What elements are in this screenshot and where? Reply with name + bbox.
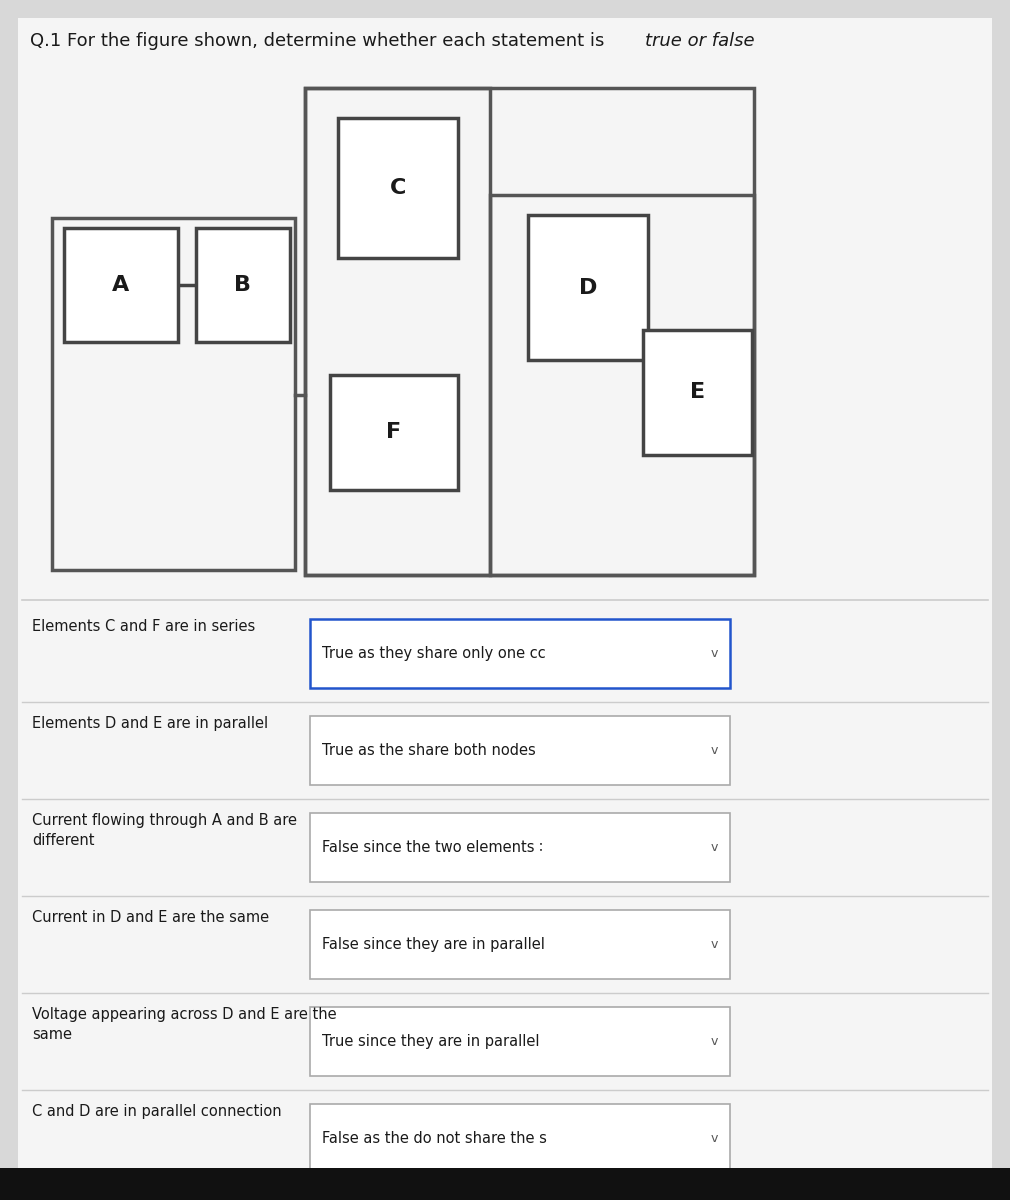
Text: Current in D and E are the same: Current in D and E are the same (32, 910, 269, 925)
Text: True since they are in parallel: True since they are in parallel (322, 1034, 539, 1049)
Bar (643, 330, 752, 455)
Text: v: v (710, 744, 718, 757)
Text: Current flowing through A and B are
different: Current flowing through A and B are diff… (32, 814, 297, 847)
Text: F: F (387, 422, 402, 443)
Bar (310, 1007, 730, 1076)
Text: v: v (710, 1132, 718, 1145)
Text: true or false: true or false (645, 32, 754, 50)
Bar (0, 1168, 1010, 1200)
Text: D: D (579, 277, 597, 298)
Text: False since they are in parallel: False since they are in parallel (322, 937, 544, 952)
Text: v: v (710, 1034, 718, 1048)
Bar (64, 228, 178, 342)
Bar (52, 218, 295, 570)
Text: False as the do not share the s: False as the do not share the s (322, 1130, 546, 1146)
Text: True as they share only one cc: True as they share only one cc (322, 646, 545, 661)
Bar (310, 716, 730, 785)
Bar (196, 228, 290, 342)
Text: v: v (710, 647, 718, 660)
Bar (310, 814, 730, 882)
Bar (528, 215, 648, 360)
Bar (310, 619, 730, 688)
Text: True as the share both nodes: True as the share both nodes (322, 743, 535, 758)
Bar (490, 194, 754, 575)
Bar (305, 88, 754, 575)
Text: A: A (112, 275, 129, 295)
Text: Q.1 For the figure shown, determine whether each statement is: Q.1 For the figure shown, determine whet… (30, 32, 610, 50)
Text: B: B (234, 275, 251, 295)
Text: False since the two elements ∶: False since the two elements ∶ (322, 840, 543, 854)
Bar (310, 910, 730, 979)
Bar (338, 118, 458, 258)
Text: Elements D and E are in parallel: Elements D and E are in parallel (32, 716, 268, 731)
Text: E: E (690, 383, 705, 402)
Text: C: C (390, 178, 406, 198)
Bar (305, 88, 490, 575)
Text: Elements C and F are in series: Elements C and F are in series (32, 619, 256, 634)
Text: v: v (710, 938, 718, 950)
Bar (310, 1104, 730, 1174)
Text: v: v (710, 841, 718, 854)
Bar (330, 374, 458, 490)
Text: Voltage appearing across D and E are the
same: Voltage appearing across D and E are the… (32, 1007, 336, 1042)
Text: C and D are in parallel connection: C and D are in parallel connection (32, 1104, 282, 1118)
